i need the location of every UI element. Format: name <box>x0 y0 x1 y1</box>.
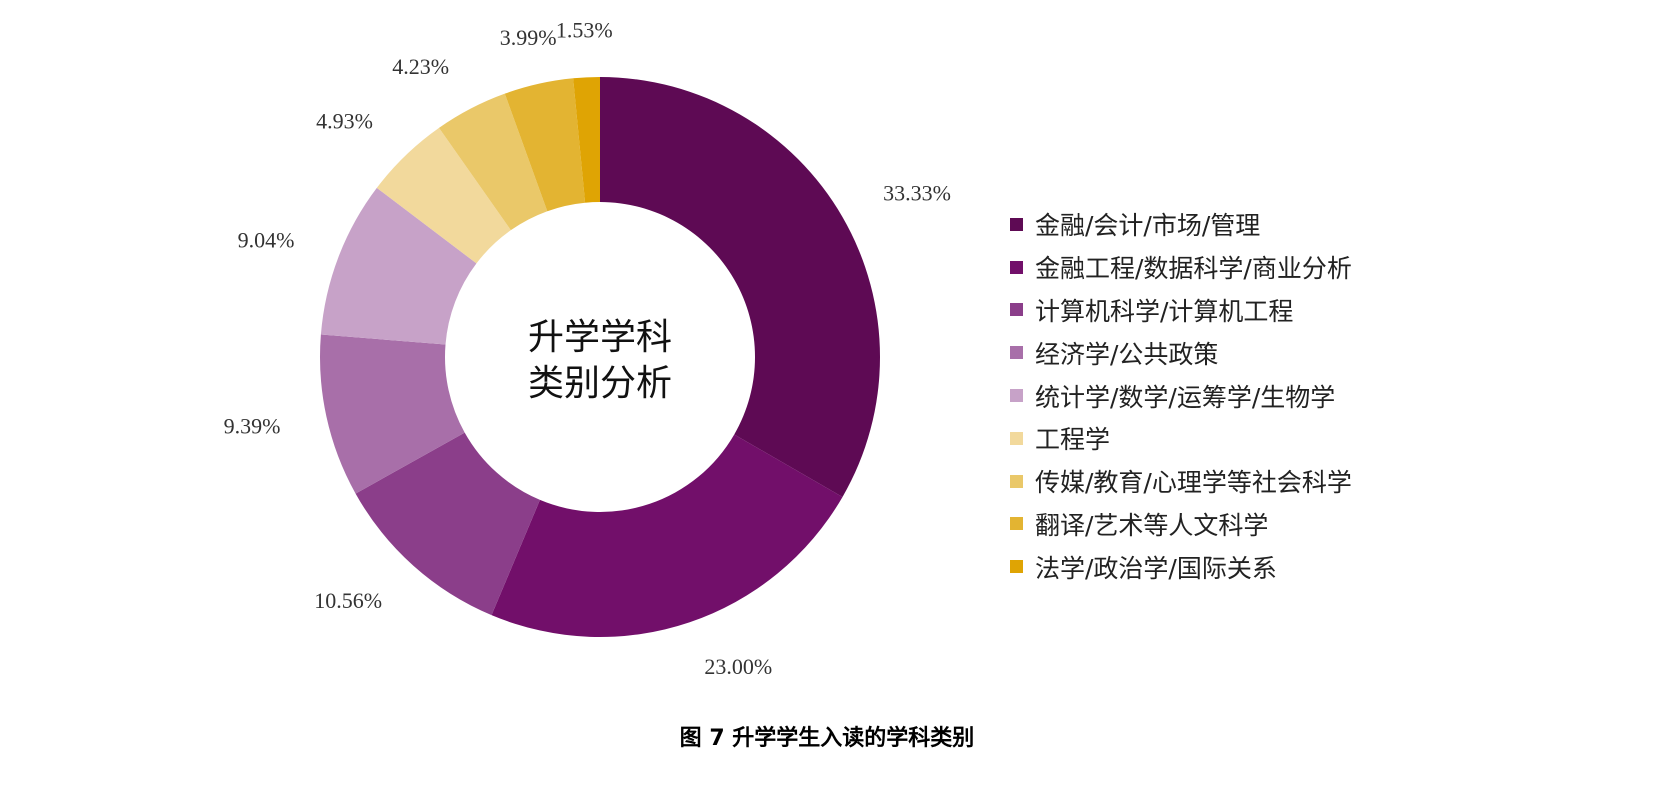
legend-swatch <box>1010 389 1023 403</box>
donut-slice <box>320 334 465 494</box>
legend-swatch <box>1010 346 1023 360</box>
legend-label: 计算机科学/计算机工程 <box>1035 296 1294 326</box>
slice-value-label: 4.23% <box>392 54 449 79</box>
donut-slice <box>491 434 843 637</box>
figure-caption: 图 7 升学学生入读的学科类别 <box>679 726 975 751</box>
legend-label: 工程学 <box>1035 425 1111 455</box>
legend-swatch <box>1010 474 1023 488</box>
legend-label: 金融工程/数据科学/商业分析 <box>1035 254 1352 284</box>
legend-swatch <box>1010 303 1023 317</box>
legend-swatch <box>1010 431 1023 445</box>
slice-value-label: 9.04% <box>238 227 295 252</box>
legend-swatch <box>1010 560 1023 574</box>
slice-value-label: 3.99% <box>500 25 557 50</box>
slice-value-label: 4.93% <box>316 109 373 134</box>
legend-item: 翻译/艺术等人文科学 <box>1010 503 1352 546</box>
donut-slice <box>438 93 548 231</box>
legend-item: 统计学/数学/运筹学/生物学 <box>1010 374 1352 417</box>
slice-value-label: 10.56% <box>314 588 382 613</box>
legend-item: 工程学 <box>1010 417 1352 460</box>
legend-swatch <box>1010 217 1023 231</box>
center-label-line-2: 类别分析 <box>528 363 672 404</box>
legend-item: 经济学/公共政策 <box>1010 331 1352 374</box>
slice-value-label: 23.00% <box>704 654 772 679</box>
donut-slice <box>355 432 540 616</box>
donut-slice <box>600 77 880 497</box>
slice-value-label: 1.53% <box>556 17 613 42</box>
legend-item: 计算机科学/计算机工程 <box>1010 289 1352 332</box>
legend-label: 传媒/教育/心理学等社会科学 <box>1035 468 1352 498</box>
center-label-line-1: 升学学科 <box>528 317 672 358</box>
slice-value-label: 33.33% <box>883 180 951 205</box>
legend-swatch <box>1010 517 1023 531</box>
slice-value-label: 9.39% <box>224 414 281 439</box>
legend-label: 经济学/公共政策 <box>1035 339 1219 369</box>
legend-swatch <box>1010 260 1023 274</box>
legend-label: 翻译/艺术等人文科学 <box>1035 510 1269 540</box>
legend-item: 法学/政治学/国际关系 <box>1010 545 1352 588</box>
legend-item: 金融工程/数据科学/商业分析 <box>1010 246 1352 289</box>
legend-label: 法学/政治学/国际关系 <box>1035 553 1277 583</box>
legend-label: 金融/会计/市场/管理 <box>1035 211 1261 241</box>
legend-label: 统计学/数学/运筹学/生物学 <box>1035 382 1336 412</box>
legend-item: 传媒/教育/心理学等社会科学 <box>1010 460 1352 503</box>
donut-slice <box>320 187 477 345</box>
donut-slice <box>573 77 600 203</box>
donut-slice <box>504 78 586 212</box>
legend: 金融/会计/市场/管理 金融工程/数据科学/商业分析 计算机科学/计算机工程 经… <box>1010 203 1352 588</box>
donut-slices <box>320 77 880 637</box>
slice-value-labels: 33.33% 23.00% 10.56% 9.39% 9.04% 4.93% 4.23% 3.… <box>224 17 951 679</box>
legend-item: 金融/会计/市场/管理 <box>1010 203 1352 246</box>
donut-slice <box>376 127 511 264</box>
